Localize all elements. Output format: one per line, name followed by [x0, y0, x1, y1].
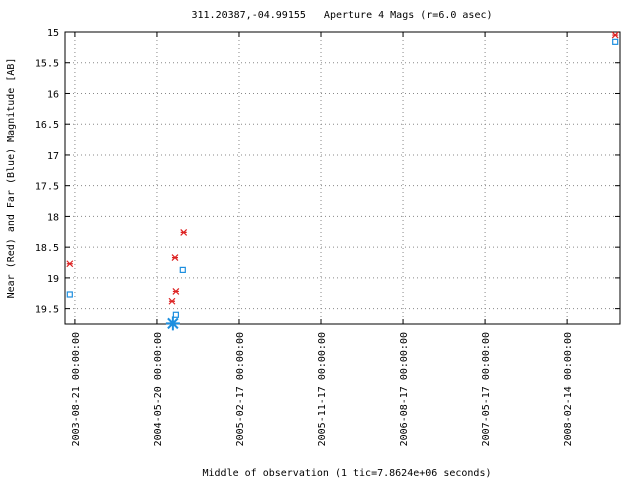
point [172, 287, 180, 295]
y-tick-label: 17 [47, 151, 59, 162]
y-tick-label: 19 [47, 274, 59, 285]
marker-shape [171, 254, 179, 262]
point [611, 31, 619, 39]
marker-shape [172, 287, 180, 295]
marker-shape [179, 266, 186, 274]
x-tick-label: 2004-05-20 00:00:00 [153, 332, 164, 446]
marker-shape [66, 291, 73, 298]
x-tick-label: 2005-11-17 00:00:00 [317, 332, 328, 446]
y-tick-label: 18.5 [35, 243, 59, 254]
x-tick-label: 2008-02-14 00:00:00 [563, 332, 574, 446]
point [171, 254, 179, 262]
y-tick-label: 19.5 [35, 305, 59, 316]
point [172, 311, 179, 318]
y-tick-label: 17.5 [35, 182, 59, 193]
x-axis-label: Middle of observation (1 tic=7.8624e+06 … [203, 468, 492, 479]
marker-shape [612, 38, 619, 45]
x-tick-label: 2006-08-17 00:00:00 [399, 332, 410, 446]
marker-shape [165, 316, 180, 331]
point [168, 297, 176, 305]
point [66, 291, 73, 298]
marker-shape [172, 311, 179, 318]
point [180, 228, 188, 236]
x-tick-label: 2007-05-17 00:00:00 [481, 332, 492, 446]
point [66, 260, 74, 268]
y-axis-label: Near (Red) and Far (Blue) Magnitude [AB] [6, 58, 17, 299]
x-tick-label: 2003-08-21 00:00:00 [71, 332, 82, 446]
y-tick-label: 16 [47, 89, 59, 100]
point [179, 266, 186, 274]
chart-title: 311.20387,-04.99155 Aperture 4 Mags (r=6… [191, 10, 492, 21]
y-tick-label: 15.5 [35, 59, 59, 70]
y-tick-label: 15 [47, 28, 59, 39]
y-tick-label: 16.5 [35, 120, 59, 131]
point [165, 316, 180, 331]
marker-shape [66, 260, 74, 268]
point [612, 38, 619, 45]
marker-shape [168, 297, 176, 305]
marker-shape [611, 31, 619, 39]
marker-shape [180, 228, 188, 236]
plot-frame [64, 31, 621, 325]
y-tick-label: 18 [47, 212, 59, 223]
x-tick-label: 2005-02-17 00:00:00 [235, 332, 246, 446]
